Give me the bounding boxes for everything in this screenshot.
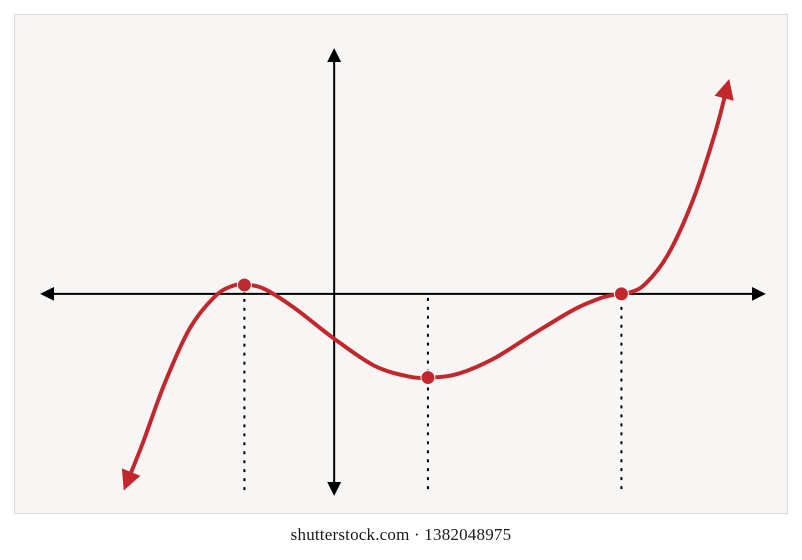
critical-point-marker (614, 287, 628, 301)
critical-point-marker (421, 371, 435, 385)
chart-panel (14, 14, 788, 514)
droplines-group (244, 290, 621, 493)
watermark-caption: shutterstock.com · 1382048975 (0, 525, 802, 545)
figure-frame: shutterstock.com · 1382048975 (0, 0, 802, 560)
critical-point-marker (237, 278, 251, 292)
curve-chart (15, 15, 787, 513)
